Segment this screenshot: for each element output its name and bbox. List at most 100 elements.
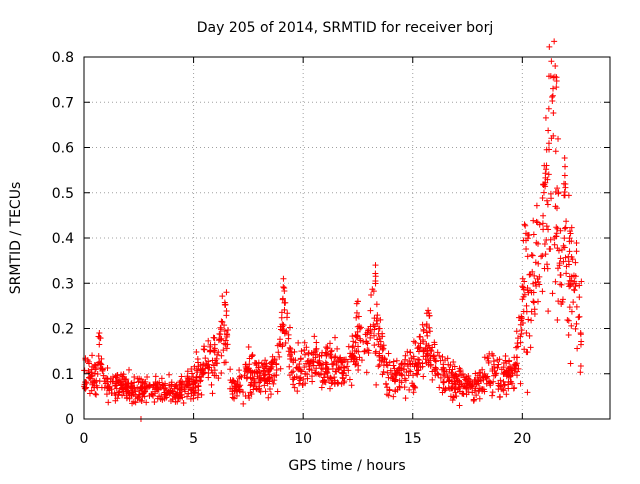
y-tick-label: 0.8 [52, 50, 74, 66]
y-tick-label: 0.2 [52, 322, 74, 338]
data-point [309, 373, 316, 380]
data-point [456, 402, 463, 409]
data-point [563, 263, 570, 270]
data-point [563, 218, 570, 225]
data-point [383, 359, 390, 366]
data-point [451, 386, 458, 393]
data-point [285, 335, 292, 342]
data-point [148, 390, 155, 397]
data-point [567, 230, 574, 237]
data-point [553, 233, 560, 240]
data-point [389, 371, 396, 378]
data-point [544, 265, 551, 272]
data-point [414, 356, 421, 363]
data-point [314, 351, 321, 358]
data-point [269, 361, 276, 368]
data-point [533, 218, 540, 225]
data-point [431, 367, 438, 374]
data-point [438, 366, 445, 373]
data-point [123, 381, 130, 388]
data-point [178, 373, 185, 380]
data-point [350, 338, 357, 345]
data-point [566, 248, 573, 255]
data-point [352, 361, 359, 368]
data-point [501, 381, 508, 388]
data-point [331, 354, 338, 361]
data-point [561, 225, 568, 232]
data-point [201, 346, 208, 353]
data-point [184, 393, 191, 400]
data-point [484, 354, 491, 361]
x-tick-label: 10 [294, 431, 312, 447]
data-point [99, 368, 106, 375]
data-point [93, 391, 100, 398]
data-point [282, 299, 289, 306]
data-point [394, 369, 401, 376]
data-point [540, 189, 547, 196]
data-point [380, 345, 387, 352]
data-point [184, 373, 191, 380]
data-point [552, 148, 559, 155]
data-point [567, 360, 574, 367]
data-point [527, 344, 534, 351]
data-point [445, 376, 452, 383]
data-point [553, 74, 560, 81]
data-point [96, 378, 103, 385]
data-point [331, 358, 338, 365]
data-point [440, 371, 447, 378]
data-point [318, 384, 325, 391]
data-point [477, 369, 484, 376]
data-point [301, 347, 308, 354]
data-point [202, 355, 209, 362]
data-point [437, 374, 444, 381]
data-point [489, 389, 496, 396]
data-point [531, 272, 538, 279]
data-point [550, 132, 557, 139]
data-point [223, 308, 230, 315]
data-point [545, 105, 552, 112]
data-point [479, 387, 486, 394]
data-point [188, 370, 195, 377]
y-tick-label: 0.3 [52, 276, 74, 292]
data-point [361, 348, 368, 355]
data-point [108, 390, 115, 397]
data-point [540, 212, 547, 219]
data-point [349, 333, 356, 340]
data-point [569, 256, 576, 263]
data-point [306, 360, 313, 367]
data-point [311, 333, 318, 340]
data-point [219, 293, 226, 300]
data-point [308, 349, 315, 356]
data-point [387, 367, 394, 374]
data-point [500, 370, 507, 377]
data-point [494, 364, 501, 371]
data-point [375, 363, 382, 370]
data-point [520, 308, 527, 315]
data-point [523, 330, 530, 337]
data-point [98, 355, 105, 362]
data-point [455, 377, 462, 384]
data-point [450, 393, 457, 400]
data-point [577, 362, 584, 369]
data-point [478, 377, 485, 384]
data-point [578, 278, 585, 285]
data-point [281, 306, 288, 313]
data-point [435, 371, 442, 378]
data-point [275, 349, 282, 356]
data-point [332, 368, 339, 375]
data-point [530, 217, 537, 224]
data-point [557, 281, 564, 288]
data-point [90, 380, 97, 387]
data-point [436, 352, 443, 359]
data-point [495, 386, 502, 393]
data-point [541, 162, 548, 169]
data-point [482, 374, 489, 381]
data-point [535, 278, 542, 285]
data-point [296, 360, 303, 367]
data-point [371, 342, 378, 349]
data-point [138, 385, 145, 392]
data-point [517, 339, 524, 346]
data-point [380, 368, 387, 375]
data-point [271, 372, 278, 379]
data-point [297, 367, 304, 374]
